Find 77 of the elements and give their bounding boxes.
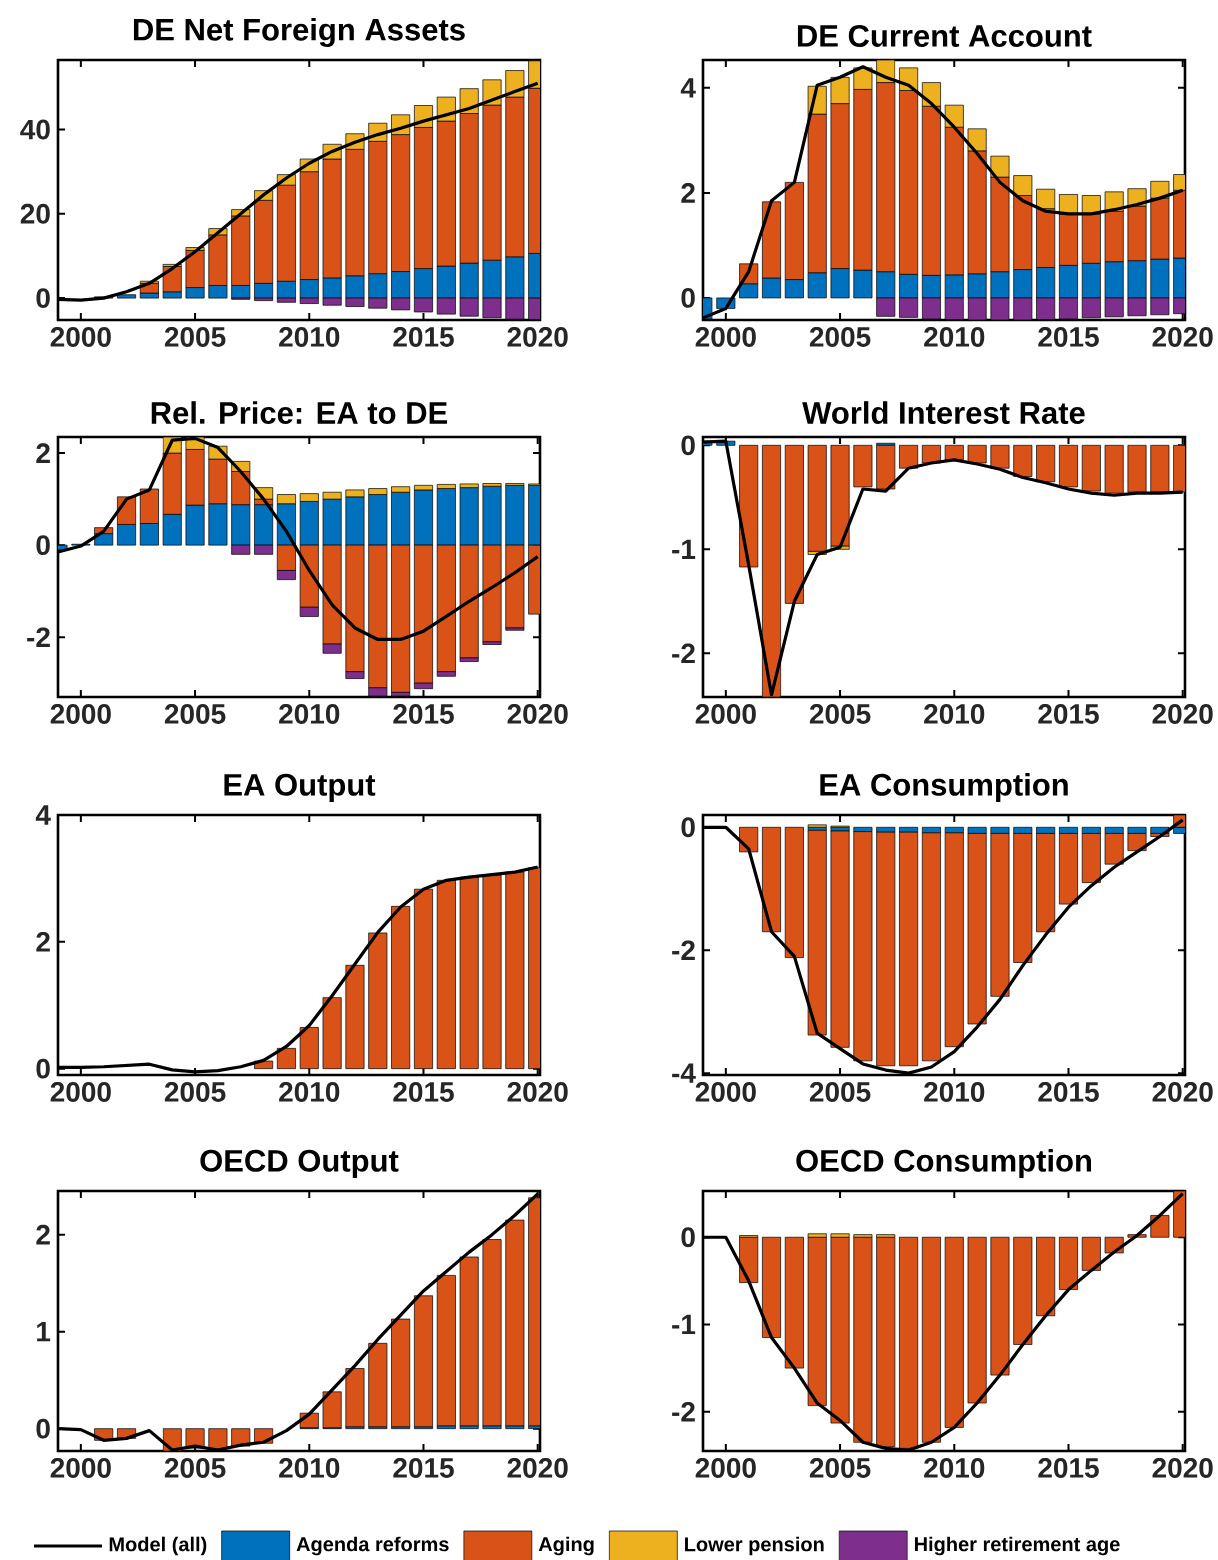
y-tick-label: 4 [680,78,696,98]
x-tick-label: 2015 [1038,704,1099,724]
x-tick-label: 2020 [507,1458,568,1478]
x-tick-label: 2005 [809,704,871,724]
y-tick-label: 1 [37,1322,51,1342]
y-tick-label: 0 [681,288,695,308]
y-tick-label: -1 [672,1314,696,1335]
x-tick-label: 2020 [507,1082,568,1102]
chart-title: World Interest Rate [802,401,1085,424]
y-tick-label: 0 [681,817,695,838]
x-tick-label: 2000 [695,327,756,347]
y-tick-label: 4 [35,805,51,825]
y-tick-label: 2 [36,1224,50,1245]
legend-label: Lower pension [685,1536,824,1556]
y-tick-label: -4 [672,1063,696,1083]
x-tick-label: 2015 [393,1458,454,1478]
y-tick-label: 2 [681,183,695,203]
chart-title: OECD Consumption [796,1149,1092,1178]
chart-title: Rel. Price: EA to DE [151,401,448,424]
x-tick-label: 2000 [50,327,111,347]
x-tick-label: 2020 [1152,704,1213,724]
y-tick-label: 40 [20,119,50,140]
x-tick-label: 2020 [507,704,568,724]
x-tick-label: 2010 [279,1082,340,1102]
y-tick-label: -2 [672,940,695,960]
legend-label: Higher retirement age [914,1536,1120,1556]
x-tick-label: 2020 [1152,1082,1213,1102]
x-tick-label: 2010 [279,1458,340,1478]
y-tick-label: 0 [36,288,50,309]
legend-label: Agenda reforms [296,1536,449,1556]
y-tick-label: -2 [672,1401,695,1422]
y-tick-label: -1 [672,539,696,559]
chart-title: DE Current Account [797,24,1092,47]
x-tick-label: 2005 [164,704,226,724]
x-tick-label: 2005 [164,1082,226,1102]
y-tick-label: 2 [36,443,50,463]
y-tick-label: 20 [20,203,50,224]
x-tick-label: 2015 [1038,1458,1099,1478]
x-tick-label: 2015 [1038,327,1099,347]
x-tick-label: 2005 [809,1458,871,1478]
x-tick-label: 2005 [809,327,871,347]
x-tick-label: 2000 [50,1458,111,1478]
x-tick-label: 2000 [50,1082,111,1102]
x-tick-label: 2015 [393,327,454,347]
x-tick-label: 2005 [164,327,226,347]
x-tick-label: 2000 [695,704,756,724]
x-tick-label: 2020 [1152,327,1213,347]
chart-title: OECD Output [200,1149,399,1178]
x-tick-label: 2000 [695,1458,756,1478]
x-tick-label: 2000 [50,704,111,724]
y-tick-label: -2 [672,643,695,664]
x-tick-label: 2010 [924,1458,985,1478]
legend-label: Model (all) [109,1536,207,1556]
y-tick-label: 0 [681,435,695,456]
x-tick-label: 2015 [1038,1082,1099,1102]
x-tick-label: 2010 [924,704,985,724]
y-tick-label: 2 [36,932,50,952]
x-tick-label: 2020 [507,327,568,347]
x-tick-label: 2005 [809,1082,871,1102]
x-tick-label: 2010 [279,704,340,724]
y-tick-label: 0 [36,535,50,556]
x-tick-label: 2000 [695,1082,756,1102]
x-tick-label: 2015 [393,1082,454,1102]
chart-title: EA Consumption [820,773,1068,802]
y-tick-label: 0 [36,1058,50,1079]
x-tick-label: 2010 [924,1082,985,1102]
y-tick-label: 0 [681,1227,695,1248]
x-tick-label: 2005 [164,1458,226,1478]
x-tick-label: 2010 [279,327,340,347]
y-tick-label: 0 [36,1418,50,1439]
chart-title: DE Net Foreign Assets [133,17,465,47]
chart-title: EA Output [224,773,376,802]
y-tick-label: -2 [27,627,50,647]
x-tick-label: 2010 [924,327,985,347]
legend-label: Aging [538,1536,594,1556]
x-tick-label: 2020 [1152,1458,1213,1478]
x-tick-label: 2015 [393,704,454,724]
